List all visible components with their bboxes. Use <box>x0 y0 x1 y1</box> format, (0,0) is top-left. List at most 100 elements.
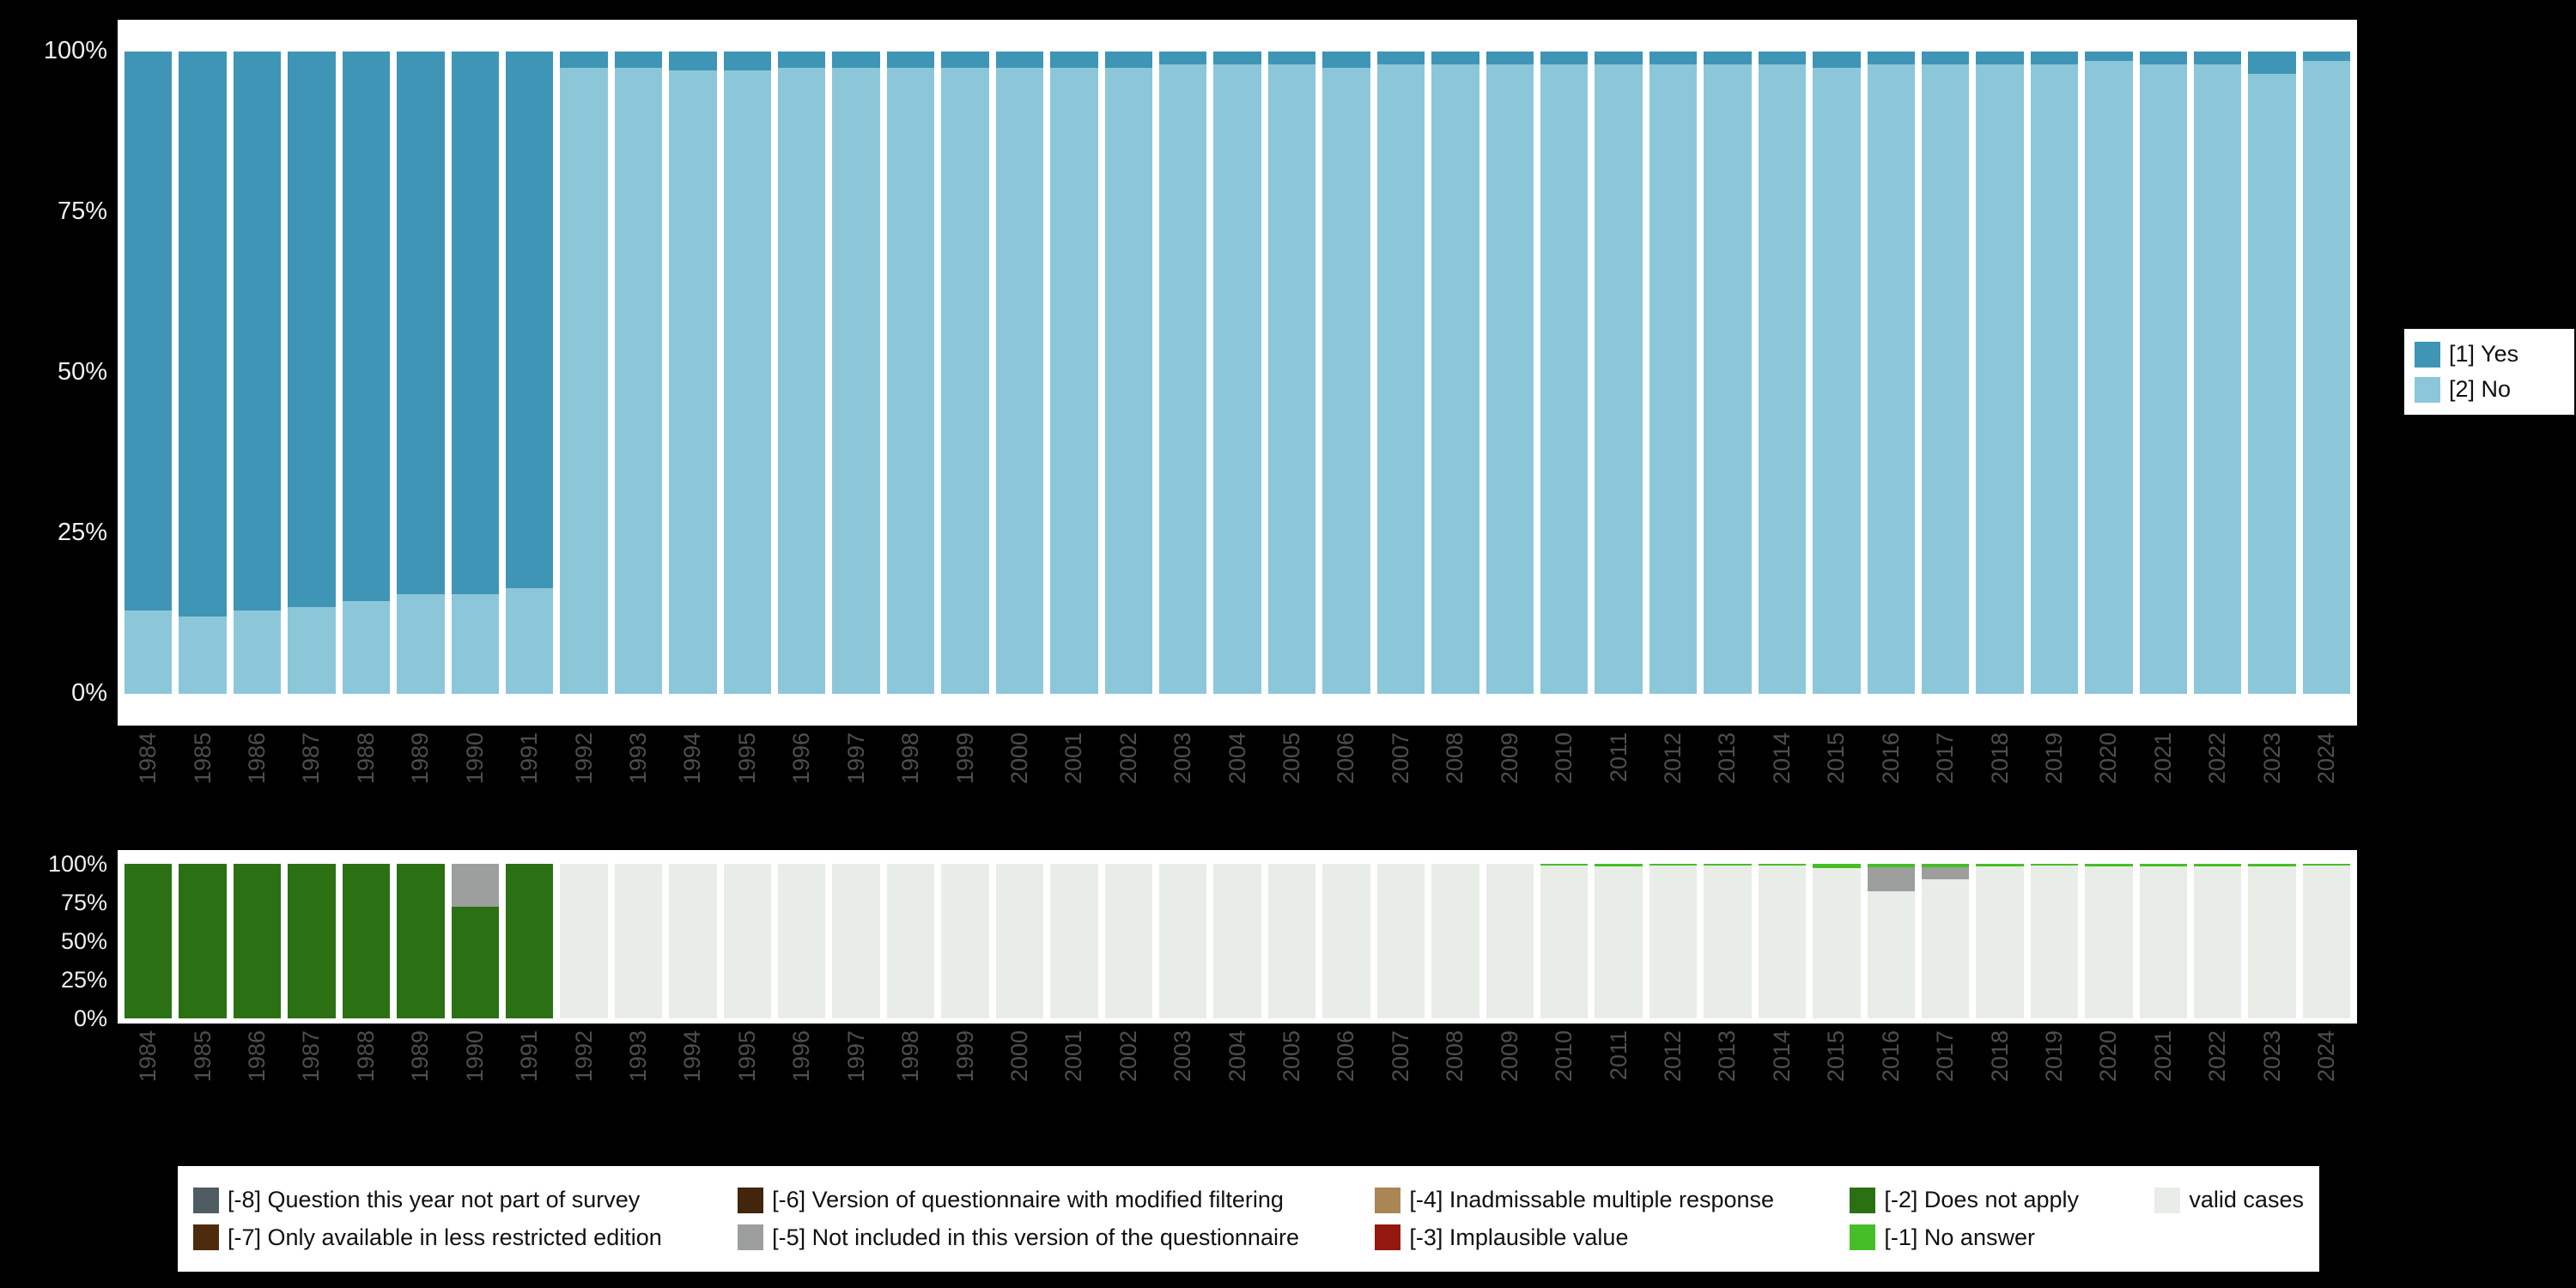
bar-1986 <box>233 52 282 694</box>
x-tick-label: 2009 <box>1496 732 1522 785</box>
bar-segment <box>1595 52 1643 64</box>
legend-label: [-4] Inadmissable multiple response <box>1409 1187 1775 1213</box>
x-tick: 2009 <box>1486 1030 1534 1129</box>
x-tick: 1996 <box>778 1030 825 1129</box>
x-tick-label: 1987 <box>298 1030 325 1083</box>
x-tick: 2019 <box>2031 1030 2078 1129</box>
bar-segment <box>1867 891 1915 1018</box>
bar-segment <box>179 617 227 694</box>
bar-segment <box>1758 64 1807 694</box>
bar-segment <box>1485 52 1534 64</box>
bar-segment <box>505 587 554 694</box>
bar-2017 <box>1921 864 1970 1018</box>
x-tick: 1998 <box>887 732 934 831</box>
x-tick-label: 2019 <box>2040 1030 2067 1083</box>
bar-segment <box>233 52 282 611</box>
x-tick: 2017 <box>1922 732 1969 831</box>
bar-2007 <box>1376 52 1425 694</box>
bar-2002 <box>1104 864 1153 1018</box>
bar-2019 <box>2030 864 2079 1018</box>
bar-1995 <box>723 864 772 1018</box>
x-tick: 2002 <box>1105 732 1152 831</box>
legend-label: valid cases <box>2189 1187 2304 1213</box>
bar-2011 <box>1595 52 1643 694</box>
bar-1985 <box>179 52 227 694</box>
responses-legend: [1] Yes [2] No <box>2404 329 2574 415</box>
y-tick-label: 100% <box>47 851 107 877</box>
bar-1989 <box>397 864 445 1018</box>
bar-1984 <box>125 52 173 694</box>
bar-segment <box>1649 52 1698 64</box>
x-tick: 2022 <box>2194 732 2241 831</box>
bar-segment <box>1213 864 1261 1018</box>
bar-segment <box>886 52 935 68</box>
bar-2020 <box>2085 52 2133 694</box>
bar-segment <box>560 864 608 1018</box>
bar-segment <box>1649 64 1698 694</box>
x-tick: 1987 <box>288 1030 335 1129</box>
bar-segment <box>778 67 826 694</box>
bar-segment <box>1867 52 1915 64</box>
legend-label: [-8] Question this year not part of surv… <box>228 1187 641 1213</box>
bar-segment <box>288 607 336 694</box>
bar-segment <box>1104 864 1153 1018</box>
x-tick: 2024 <box>2303 732 2350 831</box>
bar-segment <box>1540 64 1589 694</box>
bar-1985 <box>179 864 227 1018</box>
x-tick: 2004 <box>1213 1030 1261 1129</box>
bar-2005 <box>1267 52 1316 694</box>
x-tick: 2008 <box>1431 732 1479 831</box>
bar-segment <box>2085 866 2133 1018</box>
x-tick-label: 2018 <box>1986 1030 2013 1083</box>
x-tick: 1994 <box>669 732 716 831</box>
bar-segment <box>832 67 880 694</box>
bar-segment <box>1485 864 1534 1018</box>
bar-2003 <box>1159 864 1207 1018</box>
x-tick-label: 2006 <box>1333 732 1359 785</box>
x-tick-label: 2017 <box>1932 732 1959 785</box>
bar-1992 <box>560 52 608 694</box>
x-tick-label: 2008 <box>1442 1030 1468 1083</box>
bar-1996 <box>778 52 826 694</box>
bar-segment <box>2248 74 2296 694</box>
bar-segment <box>2139 864 2188 866</box>
bar-segment <box>2248 864 2296 866</box>
x-tick: 2006 <box>1322 1030 1370 1129</box>
bar-2021 <box>2139 864 2188 1018</box>
bar-segment <box>614 52 663 68</box>
x-tick-label: 2012 <box>1660 732 1686 785</box>
bar-segment <box>233 610 282 694</box>
bar-segment <box>2302 864 2351 866</box>
bar-2004 <box>1213 52 1261 694</box>
legend-label: [-1] No answer <box>1884 1224 2035 1250</box>
bar-2019 <box>2030 52 2079 694</box>
bar-segment <box>1867 864 1915 867</box>
x-tick: 1995 <box>724 732 771 831</box>
x-tick-label: 2017 <box>1932 1030 1959 1083</box>
bar-2010 <box>1540 864 1589 1018</box>
legend-swatch <box>1375 1224 1401 1251</box>
x-tick-label: 1990 <box>461 1030 488 1083</box>
x-tick: 2011 <box>1595 1030 1642 1129</box>
x-tick: 2001 <box>1050 732 1097 831</box>
bar-segment <box>2302 52 2351 62</box>
bar-segment <box>288 864 336 1018</box>
legend-item: [-7] Only available in less restricted e… <box>193 1224 662 1251</box>
bar-segment <box>1159 864 1207 1018</box>
x-tick-label: 1995 <box>733 732 760 785</box>
bar-segment <box>1431 64 1479 694</box>
bar-segment <box>342 600 391 694</box>
x-tick: 2010 <box>1540 1030 1588 1129</box>
x-tick: 2024 <box>2303 1030 2350 1129</box>
x-tick-label: 2023 <box>2258 1030 2285 1083</box>
y-tick-label: 50% <box>57 358 107 386</box>
x-tick: 1999 <box>941 1030 988 1129</box>
bar-segment <box>179 52 227 617</box>
bar-segment <box>1159 52 1207 64</box>
bar-segment <box>1267 864 1316 1018</box>
bar-segment <box>1104 67 1153 694</box>
x-tick: 1984 <box>125 1030 172 1129</box>
bar-segment <box>2302 61 2351 694</box>
bar-segment <box>2302 865 2351 1018</box>
